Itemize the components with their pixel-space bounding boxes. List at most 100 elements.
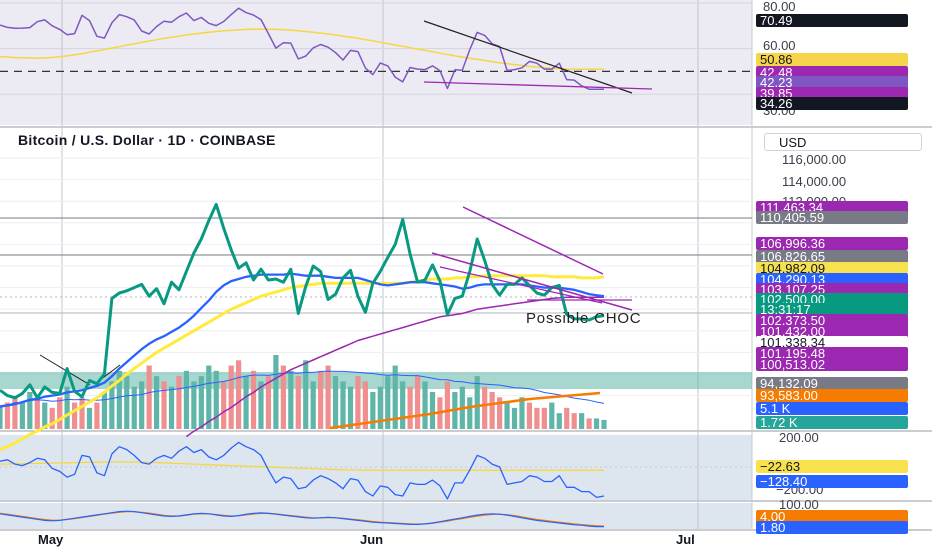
price-label: 100,513.02 xyxy=(756,357,908,371)
price-label: 5.1 K xyxy=(756,401,908,415)
volume-bar xyxy=(265,376,272,429)
price-label: 106,996.36 xyxy=(756,236,908,250)
volume-bar xyxy=(146,365,152,429)
volume-bar xyxy=(511,407,518,429)
rsi-price-label: 39.85 xyxy=(756,86,908,100)
volume-bar xyxy=(168,386,175,429)
volume-bar xyxy=(198,376,204,429)
volume-bar xyxy=(49,407,55,429)
volume-bar xyxy=(467,397,473,429)
volume-bar xyxy=(86,407,93,429)
ema-20-line xyxy=(0,272,605,408)
volume-bar xyxy=(601,419,607,429)
volume-bar xyxy=(556,413,562,429)
mini-trend-1 xyxy=(39,354,91,386)
volume-bar xyxy=(139,381,145,429)
volume-bar xyxy=(183,370,190,429)
volume-bar xyxy=(310,381,316,429)
volume-bar xyxy=(429,392,436,429)
rsi-trendline xyxy=(423,20,633,94)
price-tick-116k: 116,000.00 xyxy=(782,152,847,167)
volume-bar xyxy=(280,365,286,429)
x-label-may: May xyxy=(38,532,64,547)
cci-price-label: −128.40 xyxy=(756,474,908,488)
volume-bar xyxy=(332,376,339,429)
volume-bar xyxy=(370,392,376,429)
volume-bar xyxy=(288,370,294,429)
price-label: 1.72 K xyxy=(756,415,908,429)
rsi-tick-80: 80.00 xyxy=(763,0,796,14)
volume-bar xyxy=(362,381,368,429)
price-label: 111,463.34 xyxy=(756,200,908,214)
cci-ma-line xyxy=(0,461,604,471)
volume-bar xyxy=(497,397,503,429)
volume-bar xyxy=(534,407,540,429)
volume-bar xyxy=(444,381,451,429)
volume-bar xyxy=(64,386,70,429)
rsi-support-line xyxy=(423,81,653,90)
sma-200-line xyxy=(185,296,604,438)
volume-bar xyxy=(79,397,85,429)
volume-bar xyxy=(571,413,577,429)
volume-bar xyxy=(489,392,495,429)
volume-bar xyxy=(579,413,585,429)
chart-title: Bitcoin / U.S. Dollar · 1D · COINBASE xyxy=(18,132,276,148)
price-label: 13:31:17 xyxy=(756,302,908,316)
volume-bar xyxy=(0,407,3,429)
price-label: 101,338.34 xyxy=(756,335,908,349)
rsi-price-label: 42.23 xyxy=(756,75,908,89)
volume-bar xyxy=(303,360,309,429)
price-label: 106,826.65 xyxy=(756,249,908,263)
price-label: 102,373.50 xyxy=(756,313,908,327)
volume-bar xyxy=(258,381,264,429)
volume-bar xyxy=(593,418,600,429)
stoch-panel-bg xyxy=(0,503,752,529)
price-label: 93,583.00 xyxy=(756,388,908,402)
price-label: 104,982.09 xyxy=(756,261,908,275)
rsi-tick-60: 60.00 xyxy=(763,38,796,53)
volume-bar xyxy=(422,381,428,429)
orange-trend-line xyxy=(329,391,601,430)
volume-bar xyxy=(19,402,25,429)
volume-bar xyxy=(221,381,227,429)
volume-bar xyxy=(27,392,33,429)
volume-bar xyxy=(474,376,480,429)
volume-bar xyxy=(355,376,361,429)
price-label: 94,132.09 xyxy=(756,376,908,390)
volume-bar xyxy=(71,402,78,429)
volume-bar xyxy=(325,365,331,429)
currency-selector[interactable]: USD xyxy=(764,133,922,151)
volume-bar xyxy=(243,376,249,429)
volume-bar xyxy=(407,386,413,429)
price-label: 102,500.00 xyxy=(756,292,908,306)
rsi-line xyxy=(0,7,604,90)
price-label: 101,195.48 xyxy=(756,346,908,360)
volume-bar xyxy=(392,365,398,429)
volume-bar xyxy=(131,386,137,429)
price-label: 104,290.13 xyxy=(756,272,908,286)
volume-bar xyxy=(549,402,555,429)
cci-line xyxy=(0,441,605,500)
possible-choc-annotation: Possible CHOC xyxy=(526,310,642,327)
volume-bar xyxy=(94,402,100,429)
cci-tick-200: 200.00 xyxy=(779,430,819,445)
stoch-price-label: 4.00 xyxy=(756,509,908,523)
volume-bar xyxy=(236,360,242,429)
volume-bar xyxy=(250,370,257,429)
volume-bar xyxy=(526,402,533,429)
volume-bar xyxy=(12,397,18,429)
volume-bar xyxy=(57,397,63,429)
volume-bar xyxy=(153,376,160,429)
stoch-price-label: 1.80 xyxy=(756,520,908,534)
volume-bar xyxy=(206,365,212,429)
volume-bar xyxy=(519,397,525,429)
cci-price-label: −22.63 xyxy=(756,459,908,473)
volume-bar xyxy=(42,402,48,429)
volume-bar xyxy=(385,376,391,429)
price-label: 110,405.59 xyxy=(756,210,908,224)
rsi-price-label: 50.86 xyxy=(756,52,908,66)
price-tick-114k: 114,000.00 xyxy=(782,174,847,189)
volume-ma-line xyxy=(0,370,605,409)
